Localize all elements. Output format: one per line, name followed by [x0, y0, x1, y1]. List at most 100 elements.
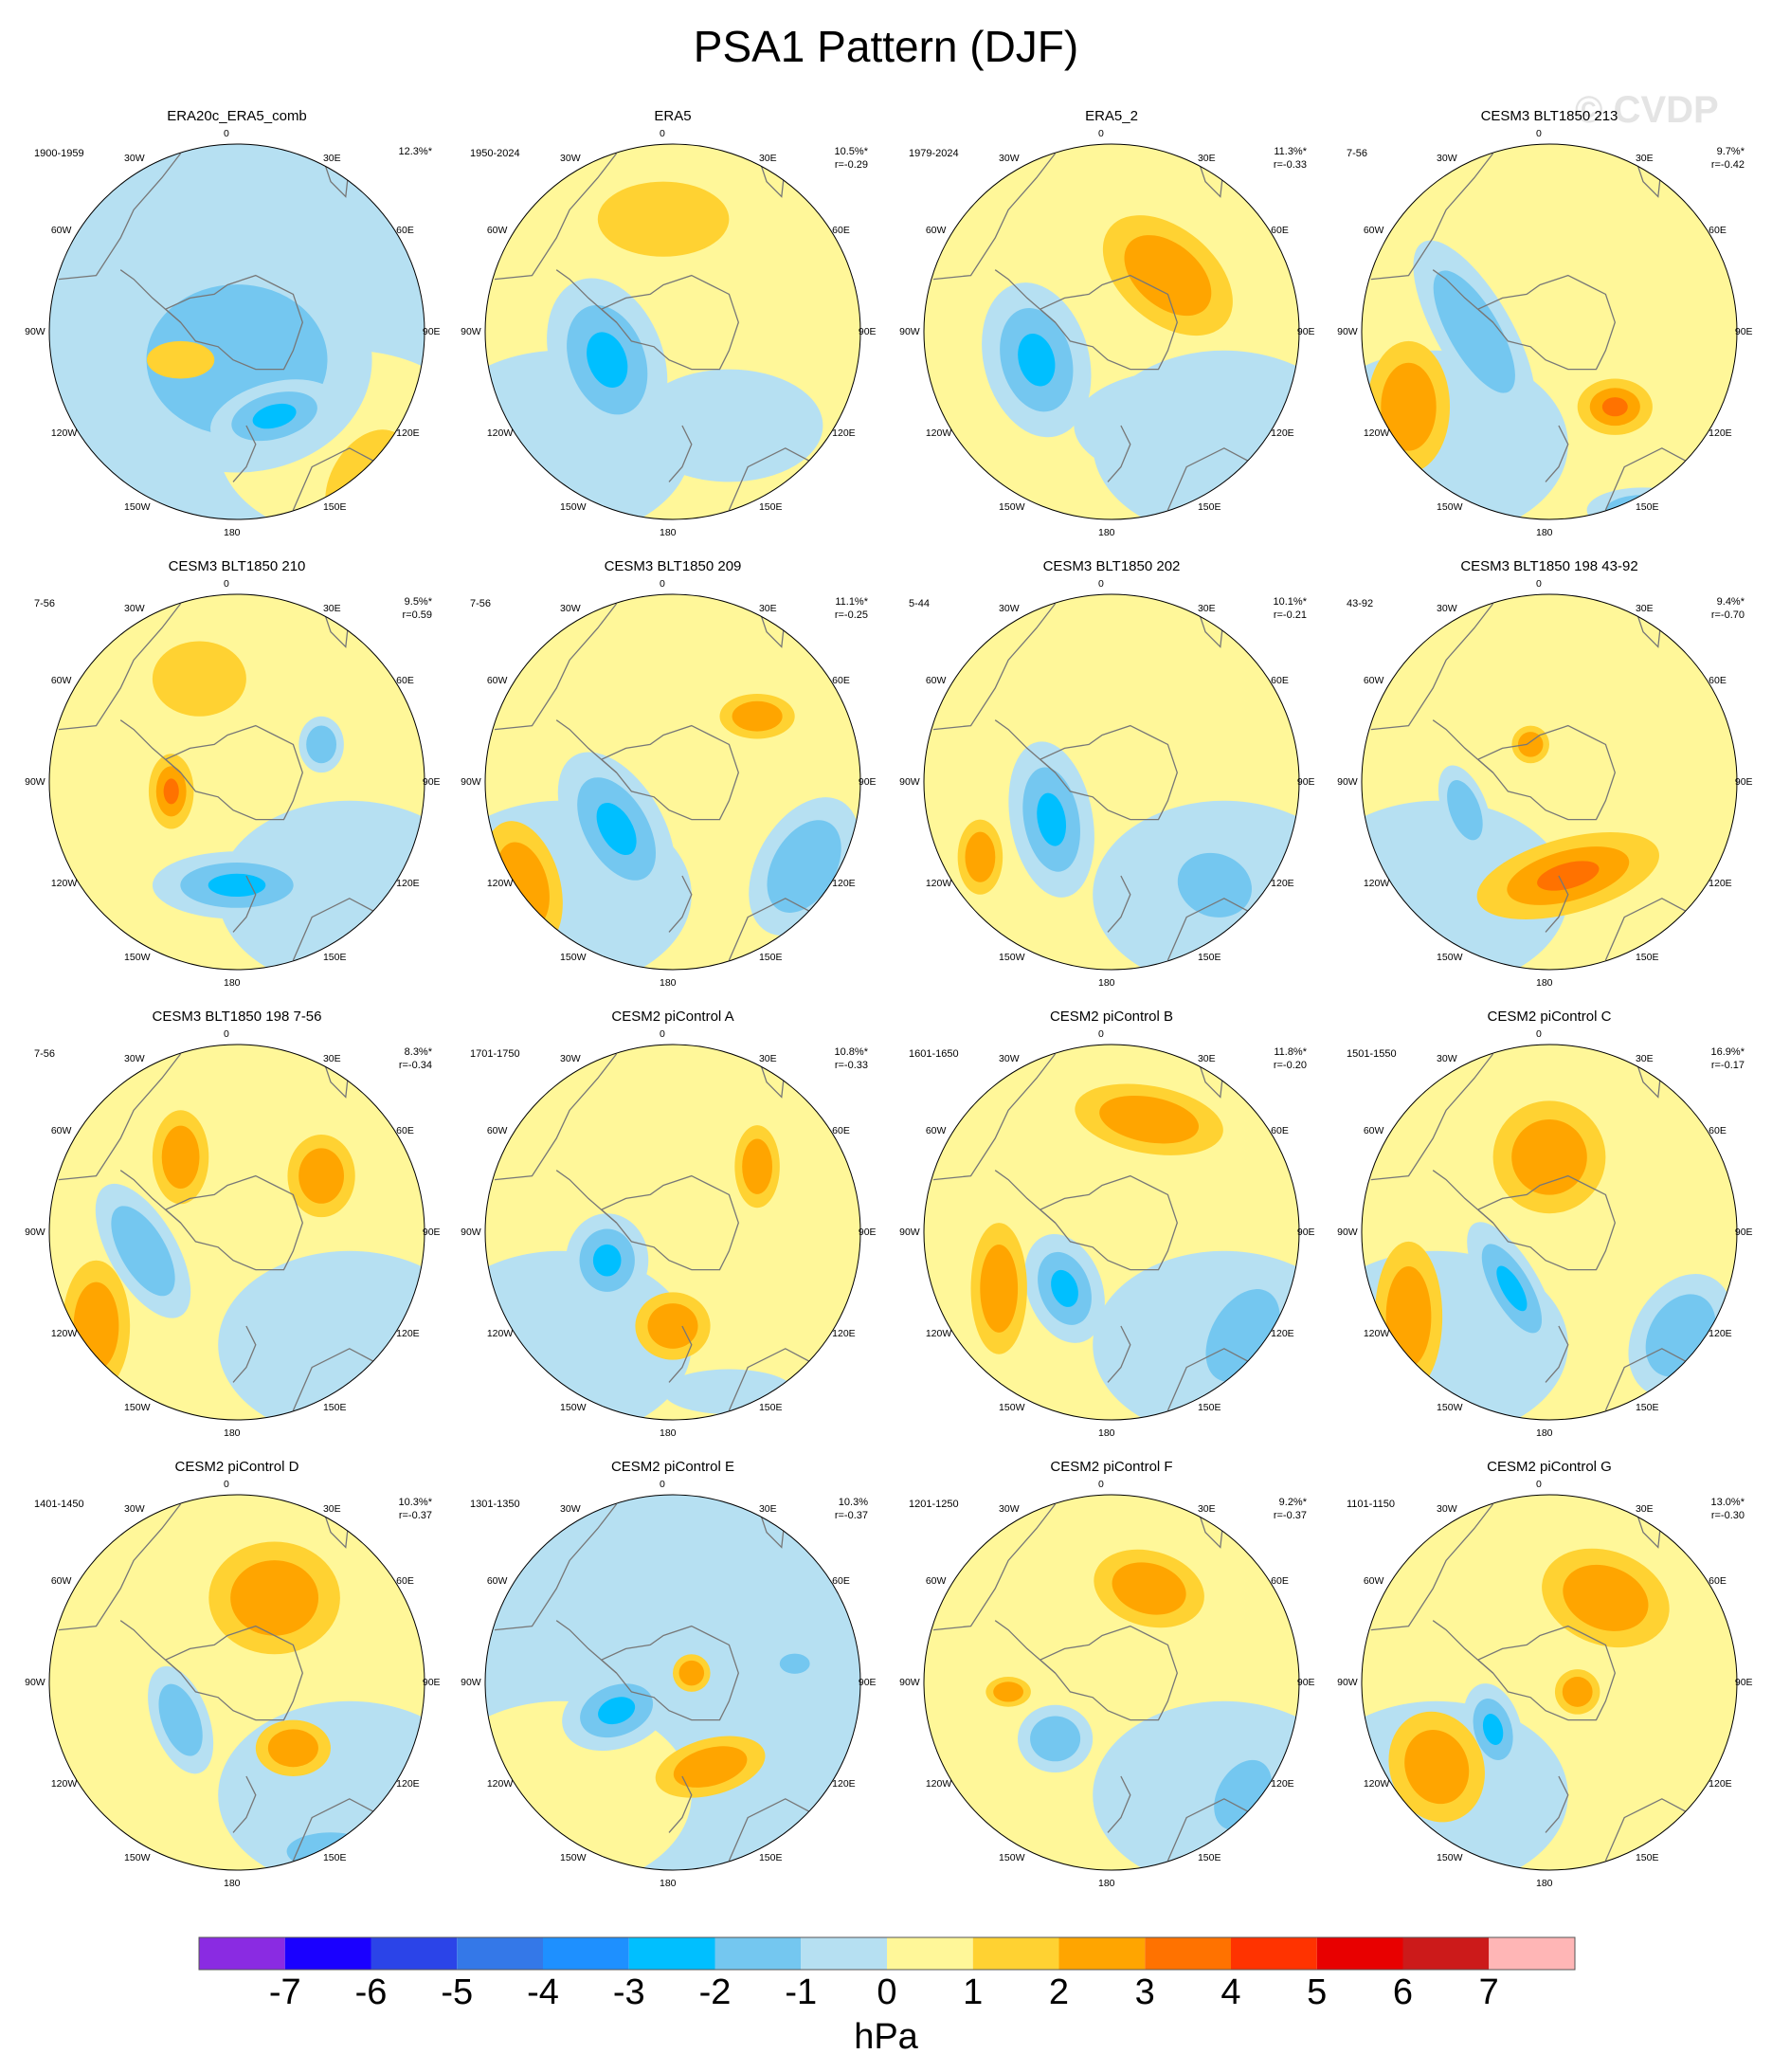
longitude-label: 120E — [1271, 1777, 1294, 1790]
longitude-label: 120W — [50, 877, 78, 889]
coastline — [1107, 1325, 1131, 1383]
panel-correlation: r=-0.37 — [834, 1510, 868, 1521]
polar-stereo-map — [923, 1494, 1300, 1871]
panel-variance-pct: 10.5%* — [834, 146, 868, 157]
negative-anomaly-contour — [208, 873, 266, 898]
colorbar-swatch — [1231, 1937, 1317, 1970]
polar-stereo-map — [484, 1494, 861, 1871]
coastline — [555, 1170, 618, 1224]
positive-anomaly-contour — [965, 831, 996, 882]
panel-variance-pct: 16.9%* — [1710, 1046, 1745, 1058]
polar-stereo-map — [923, 593, 1300, 971]
positive-anomaly-contour — [152, 641, 246, 717]
longitude-label: 150W — [560, 1402, 587, 1414]
longitude-label: 120E — [396, 427, 420, 439]
map-panel: CESM3 BLT1850 210 7-56 9.5%* r=0.59 0 30E 60E 9… — [19, 558, 455, 1004]
longitude-label: 150E — [1635, 952, 1659, 964]
positive-anomaly-contour — [298, 1148, 344, 1204]
longitude-label: 60E — [832, 1125, 850, 1137]
positive-anomaly-contour — [647, 1303, 698, 1349]
longitude-label: 90E — [1296, 1677, 1315, 1688]
longitude-label: 120W — [486, 427, 514, 439]
longitude-label: 0 — [1098, 1479, 1104, 1491]
longitude-label: 30E — [1197, 152, 1216, 164]
positive-anomaly-contour — [1112, 1562, 1186, 1615]
colorbar-tick-label: 1 — [963, 1972, 984, 2012]
longitude-label: 120W — [50, 427, 78, 439]
longitude-label: 150E — [1197, 1852, 1221, 1864]
longitude-label: 90W — [461, 1227, 481, 1238]
longitude-label: 30W — [124, 1052, 145, 1064]
longitude-label: 90E — [1296, 326, 1315, 337]
panel-variance-pct: 12.3%* — [398, 146, 432, 157]
panel-years: 1701-1750 — [470, 1048, 520, 1060]
panel-variance-pct: 9.5%* — [404, 596, 432, 608]
negative-anomaly-contour — [1018, 333, 1056, 387]
longitude-label: 120E — [1709, 427, 1732, 439]
longitude-label: 90W — [1337, 1677, 1358, 1688]
longitude-label: 150W — [999, 501, 1025, 514]
positive-anomaly-contour — [993, 1681, 1024, 1702]
longitude-label: 60W — [1363, 1125, 1384, 1137]
longitude-label: 120W — [1363, 877, 1390, 889]
longitude-label: 150W — [1437, 1402, 1463, 1414]
longitude-label: 180 — [1536, 1427, 1553, 1439]
coastline — [668, 1775, 693, 1833]
coastline — [1107, 875, 1131, 933]
panel-correlation: r=-0.37 — [398, 1510, 432, 1521]
longitude-label: 60W — [486, 1575, 508, 1588]
panel-title: CESM3 BLT1850 209 — [604, 558, 742, 574]
longitude-label: 120W — [486, 877, 514, 889]
positive-anomaly-contour — [1601, 397, 1628, 417]
longitude-label: 0 — [224, 578, 229, 591]
longitude-label: 90W — [25, 776, 45, 788]
longitude-label: 150E — [322, 1402, 347, 1414]
coastline — [1370, 153, 1494, 281]
panel-title: CESM2 piControl F — [1050, 1459, 1173, 1475]
polar-stereo-map — [48, 1044, 425, 1421]
polar-stereo-map — [923, 143, 1300, 520]
longitude-label: 180 — [660, 1877, 677, 1889]
colorbar-tick-label: 3 — [1134, 1972, 1155, 2012]
positive-anomaly-contour — [1124, 235, 1212, 317]
longitude-label: 30E — [1635, 1052, 1654, 1064]
negative-anomaly-contour — [779, 1653, 810, 1674]
longitude-label: 60E — [1271, 1575, 1289, 1588]
longitude-label: 60E — [396, 675, 414, 687]
longitude-label: 180 — [1098, 1427, 1115, 1439]
longitude-label: 120E — [396, 1327, 420, 1339]
panel-title: ERA5_2 — [1085, 108, 1138, 124]
longitude-label: 90E — [1734, 1227, 1753, 1238]
coastline — [1039, 1625, 1178, 1721]
panel-correlation: r=-0.20 — [1273, 1060, 1307, 1071]
longitude-label: 30E — [1197, 1052, 1216, 1064]
positive-anomaly-contour — [980, 1244, 1019, 1333]
colorbar-tick-label: 6 — [1392, 1972, 1414, 2012]
longitude-label: 60W — [486, 1125, 508, 1137]
coastline — [119, 719, 182, 773]
longitude-label: 90W — [1337, 1227, 1358, 1238]
panel-variance-pct: 9.7%* — [1716, 146, 1745, 157]
positive-anomaly-contour — [732, 700, 783, 732]
longitude-label: 90E — [1734, 1677, 1753, 1688]
panel-correlation: r=-0.37 — [1273, 1510, 1307, 1521]
longitude-label: 120E — [832, 1327, 856, 1339]
positive-anomaly-contour — [742, 1138, 773, 1194]
longitude-label: 120W — [1363, 427, 1390, 439]
negative-anomaly-contour — [1177, 852, 1252, 918]
longitude-label: 120W — [1363, 1327, 1390, 1339]
panel-years: 43-92 — [1347, 598, 1374, 609]
longitude-label: 150E — [758, 1852, 783, 1864]
longitude-label: 0 — [660, 128, 665, 140]
longitude-label: 30E — [322, 152, 341, 164]
coastline — [555, 719, 618, 773]
longitude-label: 30W — [1437, 602, 1457, 614]
positive-anomaly-contour — [1562, 1676, 1593, 1707]
panel-variance-pct: 9.4%* — [1716, 596, 1745, 608]
panel-title: CESM3 BLT1850 198 7-56 — [152, 1009, 322, 1025]
longitude-label: 60W — [925, 225, 947, 237]
positive-anomaly-contour — [267, 1729, 318, 1768]
panel-variance-pct: 8.3%* — [404, 1046, 432, 1058]
coastline — [1545, 875, 1569, 933]
longitude-label: 150E — [1197, 501, 1221, 514]
